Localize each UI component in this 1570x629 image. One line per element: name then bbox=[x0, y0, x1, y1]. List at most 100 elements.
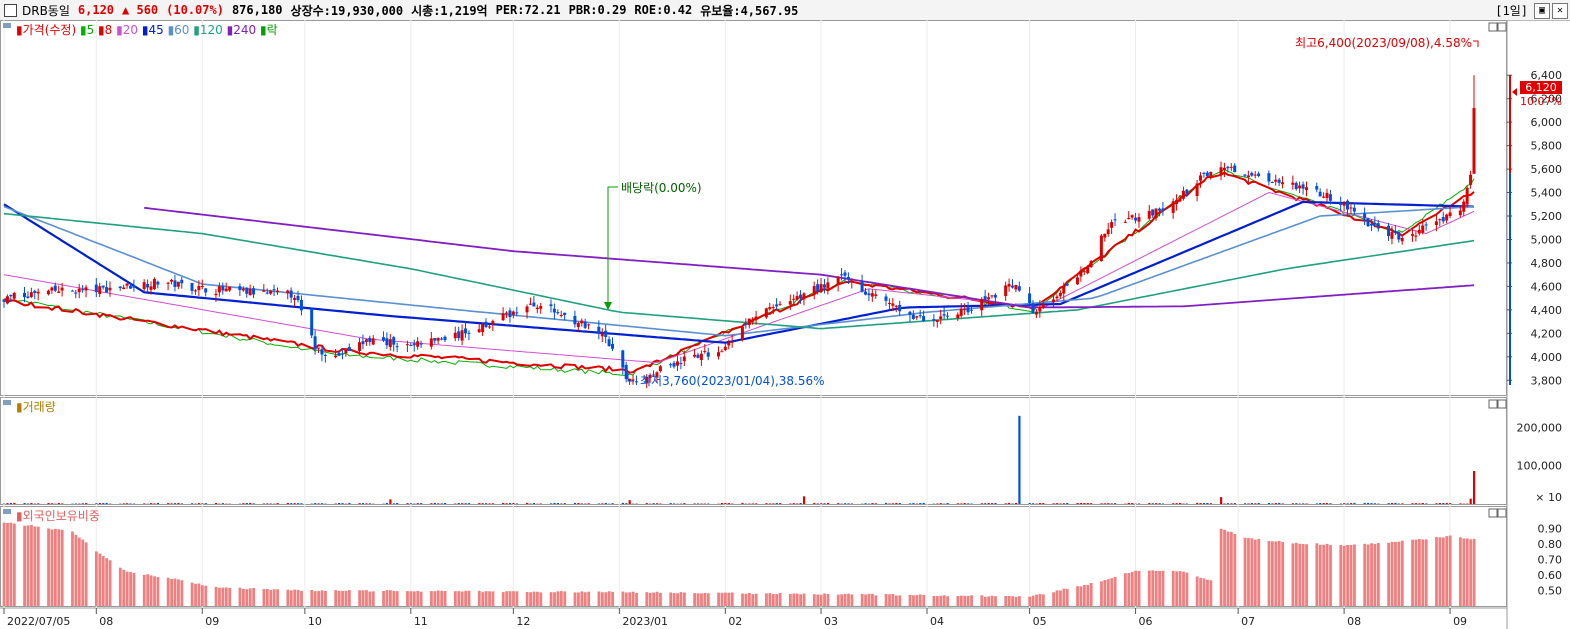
volume-bar bbox=[6, 503, 9, 504]
volume-bar bbox=[430, 503, 433, 504]
candle-body bbox=[2, 299, 6, 302]
price-panel-min-icon[interactable] bbox=[1488, 22, 1498, 32]
select-checkbox[interactable] bbox=[4, 3, 17, 17]
candle-body bbox=[1390, 232, 1394, 239]
volume-bar bbox=[563, 503, 566, 504]
candle-body bbox=[846, 276, 850, 280]
foreign-ratio-bar bbox=[1031, 595, 1035, 606]
foreign-ratio-bar bbox=[771, 594, 775, 606]
volume-bar bbox=[150, 503, 153, 504]
candle-body bbox=[132, 285, 136, 288]
foreign-ratio-bar bbox=[344, 590, 348, 606]
high-label: 최고6,400(2023/09/08),4.58% bbox=[1295, 36, 1472, 50]
stock-chart[interactable]: ▮가격(수정) ▮5 ▮8 ▮20 ▮45 ▮60 ▮120 ▮240 ▮락 ▮… bbox=[0, 20, 1570, 629]
low-label: 최저3,760(2023/01/04),38.56% bbox=[640, 374, 825, 388]
foreign-panel-max-icon[interactable] bbox=[1497, 508, 1507, 518]
foreign-ratio-bar bbox=[1233, 534, 1237, 606]
foreign-ratio-bar bbox=[108, 560, 112, 606]
foreign-ratio-bar bbox=[1394, 541, 1397, 606]
volume-bar bbox=[129, 503, 132, 504]
volume-bar bbox=[1322, 503, 1325, 504]
foreign-ratio-bar bbox=[170, 578, 174, 606]
foreign-ratio-bar bbox=[1229, 531, 1233, 606]
volume-bar bbox=[1435, 503, 1438, 504]
foreign-ratio-bar bbox=[1414, 539, 1418, 606]
foreign-tick-label: 0.50 bbox=[1538, 584, 1563, 597]
foreign-ratio-bar bbox=[293, 589, 297, 606]
volume-bar bbox=[1271, 503, 1274, 504]
candle-body bbox=[675, 361, 679, 366]
candle-body bbox=[966, 307, 970, 313]
candle-body bbox=[491, 320, 495, 325]
candle-body bbox=[956, 314, 960, 319]
foreign-ratio-bar bbox=[611, 591, 615, 606]
price-panel-max-icon[interactable] bbox=[1497, 22, 1507, 32]
panel-buttons[interactable] bbox=[3, 22, 1507, 518]
foreign-ratio-bar bbox=[12, 523, 16, 606]
foreign-ratio-bar bbox=[659, 592, 662, 606]
foreign-ratio-bar bbox=[908, 594, 912, 606]
candle-body bbox=[1315, 186, 1319, 190]
candle-body bbox=[77, 288, 81, 293]
restore-icon[interactable]: ▣ bbox=[1534, 2, 1550, 19]
candle-body bbox=[1458, 210, 1462, 216]
foreign-ratio-bar bbox=[142, 574, 146, 606]
foreign-ratio-bar bbox=[505, 591, 509, 606]
volume-panel-max-icon[interactable] bbox=[1497, 399, 1507, 409]
close-icon[interactable]: ✕ bbox=[1552, 2, 1568, 19]
volume-panel-min-icon[interactable] bbox=[1488, 399, 1498, 409]
volume-bar bbox=[1353, 502, 1356, 504]
candle-body bbox=[634, 381, 638, 383]
candle-body bbox=[1034, 311, 1038, 315]
foreign-ratio-bar bbox=[840, 594, 844, 606]
candle-body bbox=[740, 326, 744, 340]
volume-bar bbox=[1090, 503, 1093, 504]
volume-bar bbox=[358, 503, 361, 504]
price-tick-label: 3,800 bbox=[1531, 374, 1563, 387]
volume-bar bbox=[645, 503, 648, 504]
candlesticks bbox=[2, 75, 1476, 389]
candle-body bbox=[1267, 173, 1271, 182]
foreign-ratio-bar bbox=[730, 592, 734, 606]
candle-body bbox=[1393, 230, 1397, 233]
foreign-ratio-bar bbox=[365, 590, 368, 606]
candle-body bbox=[1257, 173, 1261, 177]
price-tick-label: 5,400 bbox=[1531, 187, 1563, 200]
candle-body bbox=[1363, 213, 1367, 219]
foreign-ratio-bar bbox=[488, 591, 491, 606]
candle-body bbox=[987, 297, 991, 300]
price-panel-handle-icon[interactable] bbox=[3, 23, 11, 28]
volume-bar bbox=[173, 503, 177, 504]
candle-body bbox=[1031, 303, 1035, 313]
foreign-ratio-bar bbox=[508, 591, 512, 606]
candle-body bbox=[156, 281, 160, 285]
candle-body bbox=[9, 294, 13, 297]
candle-body bbox=[843, 272, 847, 276]
period-selector[interactable]: [1일] bbox=[1495, 4, 1528, 18]
foreign-ratio-bar bbox=[194, 583, 197, 606]
candle-body bbox=[317, 347, 321, 349]
candle-body bbox=[939, 316, 943, 319]
candle-body bbox=[1469, 174, 1473, 185]
volume-bar bbox=[967, 503, 970, 504]
candle-body bbox=[826, 282, 830, 289]
foreign-ratio-bar bbox=[1130, 571, 1134, 606]
volume-bar bbox=[1363, 502, 1366, 504]
volume-bar bbox=[1414, 503, 1418, 504]
candle-body bbox=[747, 318, 751, 325]
volume-panel-handle-icon[interactable] bbox=[3, 400, 11, 405]
foreign-ratio-bar bbox=[573, 592, 577, 606]
volume-bar bbox=[461, 503, 464, 504]
foreign-panel-min-icon[interactable] bbox=[1488, 508, 1498, 518]
candle-body bbox=[440, 338, 444, 340]
foreign-ratio-bar bbox=[105, 558, 109, 606]
foreign-ratio-bar bbox=[1052, 592, 1056, 606]
candle-body bbox=[1270, 182, 1274, 184]
foreign-ratio-bar bbox=[672, 593, 676, 606]
candle-body bbox=[323, 354, 327, 356]
volume-bar bbox=[488, 503, 491, 504]
candle-body bbox=[1089, 261, 1093, 268]
candle-body bbox=[170, 279, 174, 282]
candle-body bbox=[720, 351, 724, 353]
foreign-panel-handle-icon[interactable] bbox=[3, 509, 11, 514]
